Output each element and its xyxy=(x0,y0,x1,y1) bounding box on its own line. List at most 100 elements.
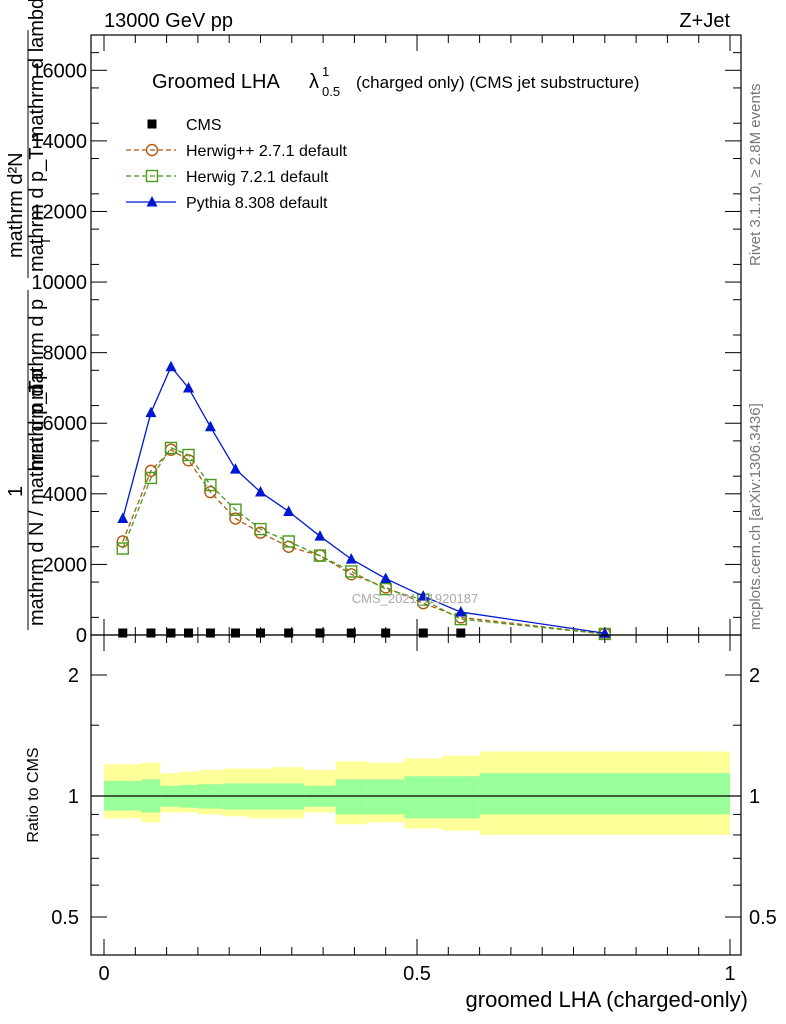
xtick-label: 0 xyxy=(98,963,109,985)
series-point-3 xyxy=(229,463,241,474)
series-point-3 xyxy=(165,360,177,372)
main-ytick-label: 2000 xyxy=(43,554,88,576)
ylabel-p-subscript: T xyxy=(38,237,53,245)
main-ylabel: mathrm d²N mathrm d p_T mathrm d lambda … xyxy=(5,0,53,630)
series-point-0 xyxy=(284,628,294,638)
main-axis-ticks: 0 2000 4000 6000 8000 10000 12000 14000 16000 xyxy=(31,35,741,647)
series-point-0 xyxy=(230,628,240,638)
legend-marker xyxy=(147,119,157,129)
ylabel-p-line-2: mathrm d p xyxy=(26,299,48,400)
main-ytick-label: 16000 xyxy=(31,60,87,82)
series-point-2 xyxy=(254,522,267,536)
ratio-ytick-label-right: 0.5 xyxy=(749,907,777,929)
main-ytick-label: 14000 xyxy=(31,131,87,153)
legend-marker xyxy=(146,196,158,207)
xlabel: groomed LHA (charged-only) xyxy=(466,987,748,1012)
title-subscript: 0.5 xyxy=(322,84,340,99)
title-main: Groomed LHA xyxy=(152,71,280,93)
ratio-ytick-label: 0.5 xyxy=(51,907,79,929)
main-ytick-label: 0 xyxy=(76,625,87,647)
title-superscript: 1 xyxy=(322,64,329,79)
header-right-label: Z+Jet xyxy=(679,10,730,32)
ratio-plot-frame xyxy=(90,634,742,956)
ratio-ytick-label: 2 xyxy=(68,665,79,687)
ratio-ytick-label-right: 2 xyxy=(749,665,760,687)
ratio-ylabel: Ratio to CMS xyxy=(25,747,42,842)
series-point-3 xyxy=(455,606,467,617)
analysis-watermark: CMS_2021_I1920187 xyxy=(352,591,479,606)
legend-label: Herwig 7.2.1 default xyxy=(186,169,329,186)
ylabel-p-line-1: mathrm d p xyxy=(26,369,48,470)
main-ytick-label: 10000 xyxy=(31,272,87,294)
series-point-2 xyxy=(313,549,327,562)
series-line-2 xyxy=(122,447,605,635)
series-point-0 xyxy=(256,628,265,638)
series-point-3 xyxy=(417,590,429,601)
series-point-1 xyxy=(204,485,217,499)
series-point-3 xyxy=(255,486,266,497)
main-ytick-label: 6000 xyxy=(43,413,88,435)
header-left-label: 13000 GeV pp xyxy=(104,10,233,32)
legend-marker xyxy=(145,143,159,157)
series-point-0 xyxy=(381,628,391,638)
series-point-1 xyxy=(144,464,158,478)
series-point-2 xyxy=(345,565,358,578)
series-point-0 xyxy=(205,628,215,638)
legend-label: CMS xyxy=(186,117,222,134)
series-point-2 xyxy=(282,535,295,548)
plot-title: Groomed LHA λ 1 0.5 (charged only) (CMS … xyxy=(152,64,639,99)
series-point-1 xyxy=(229,512,242,525)
ratio-band-inner xyxy=(442,776,480,819)
series-point-3 xyxy=(145,406,157,418)
legend-marker xyxy=(145,169,159,183)
title-symbol: λ xyxy=(309,71,319,93)
ratio-bands-group xyxy=(91,751,741,835)
series-1 xyxy=(116,443,611,641)
xtick-label: 1 xyxy=(724,963,735,985)
rivet-side-label: Rivet 3.1.10, ≥ 2.8M events xyxy=(747,84,764,267)
ylabel-frac-one: 1 xyxy=(5,486,27,497)
series-point-2 xyxy=(229,503,242,516)
series-0 xyxy=(118,628,466,638)
series-point-0 xyxy=(166,628,176,638)
series-point-0 xyxy=(346,628,356,638)
series-point-3 xyxy=(117,512,129,524)
legend-label: Pythia 8.308 default xyxy=(186,195,328,212)
series-point-2 xyxy=(116,542,129,555)
ylabel-top-line-2: mathrm d p_T mathrm d lambda xyxy=(26,0,48,272)
series-point-2 xyxy=(204,478,217,492)
series-point-0 xyxy=(456,628,466,638)
xtick-label: 0.5 xyxy=(403,963,431,985)
ratio-ytick-label-right: 1 xyxy=(749,786,760,808)
ratio-band-inner xyxy=(366,779,405,815)
series-3 xyxy=(117,360,611,638)
series-point-0 xyxy=(146,628,156,638)
series-point-3 xyxy=(183,381,195,393)
series-line-1 xyxy=(122,448,605,635)
title-rest: (charged only) (CMS jet substructure) xyxy=(356,73,639,92)
ylabel-bottom: mathrm d N / mathrm d p_T xyxy=(26,380,48,626)
legend-label: Herwig++ 2.7.1 default xyxy=(186,143,348,160)
ratio-band-inner xyxy=(479,773,730,815)
series-point-0 xyxy=(118,628,128,638)
series-2 xyxy=(116,441,611,641)
series-point-3 xyxy=(380,572,392,584)
mcplots-side-label: mcplots.cern.ch [arXiv:1306.3436] xyxy=(747,403,764,630)
series-point-0 xyxy=(315,628,325,638)
ratio-ytick-label: 1 xyxy=(68,786,79,808)
main-ytick-label: 12000 xyxy=(31,201,87,223)
main-series-group xyxy=(116,360,611,641)
series-point-2 xyxy=(379,582,392,596)
series-point-3 xyxy=(345,553,357,564)
series-point-2 xyxy=(164,441,178,455)
ylabel-top-line-1: mathrm d²N xyxy=(5,152,27,258)
ratio-band-inner xyxy=(404,776,443,819)
series-point-2 xyxy=(182,448,195,462)
legend: CMS Herwig++ 2.7.1 default Herwig 7.2.1 de… xyxy=(126,117,348,212)
series-point-2 xyxy=(144,471,158,485)
main-ytick-label: 4000 xyxy=(43,484,88,506)
series-point-3 xyxy=(283,505,295,516)
series-point-3 xyxy=(204,420,216,432)
series-point-0 xyxy=(418,628,428,638)
